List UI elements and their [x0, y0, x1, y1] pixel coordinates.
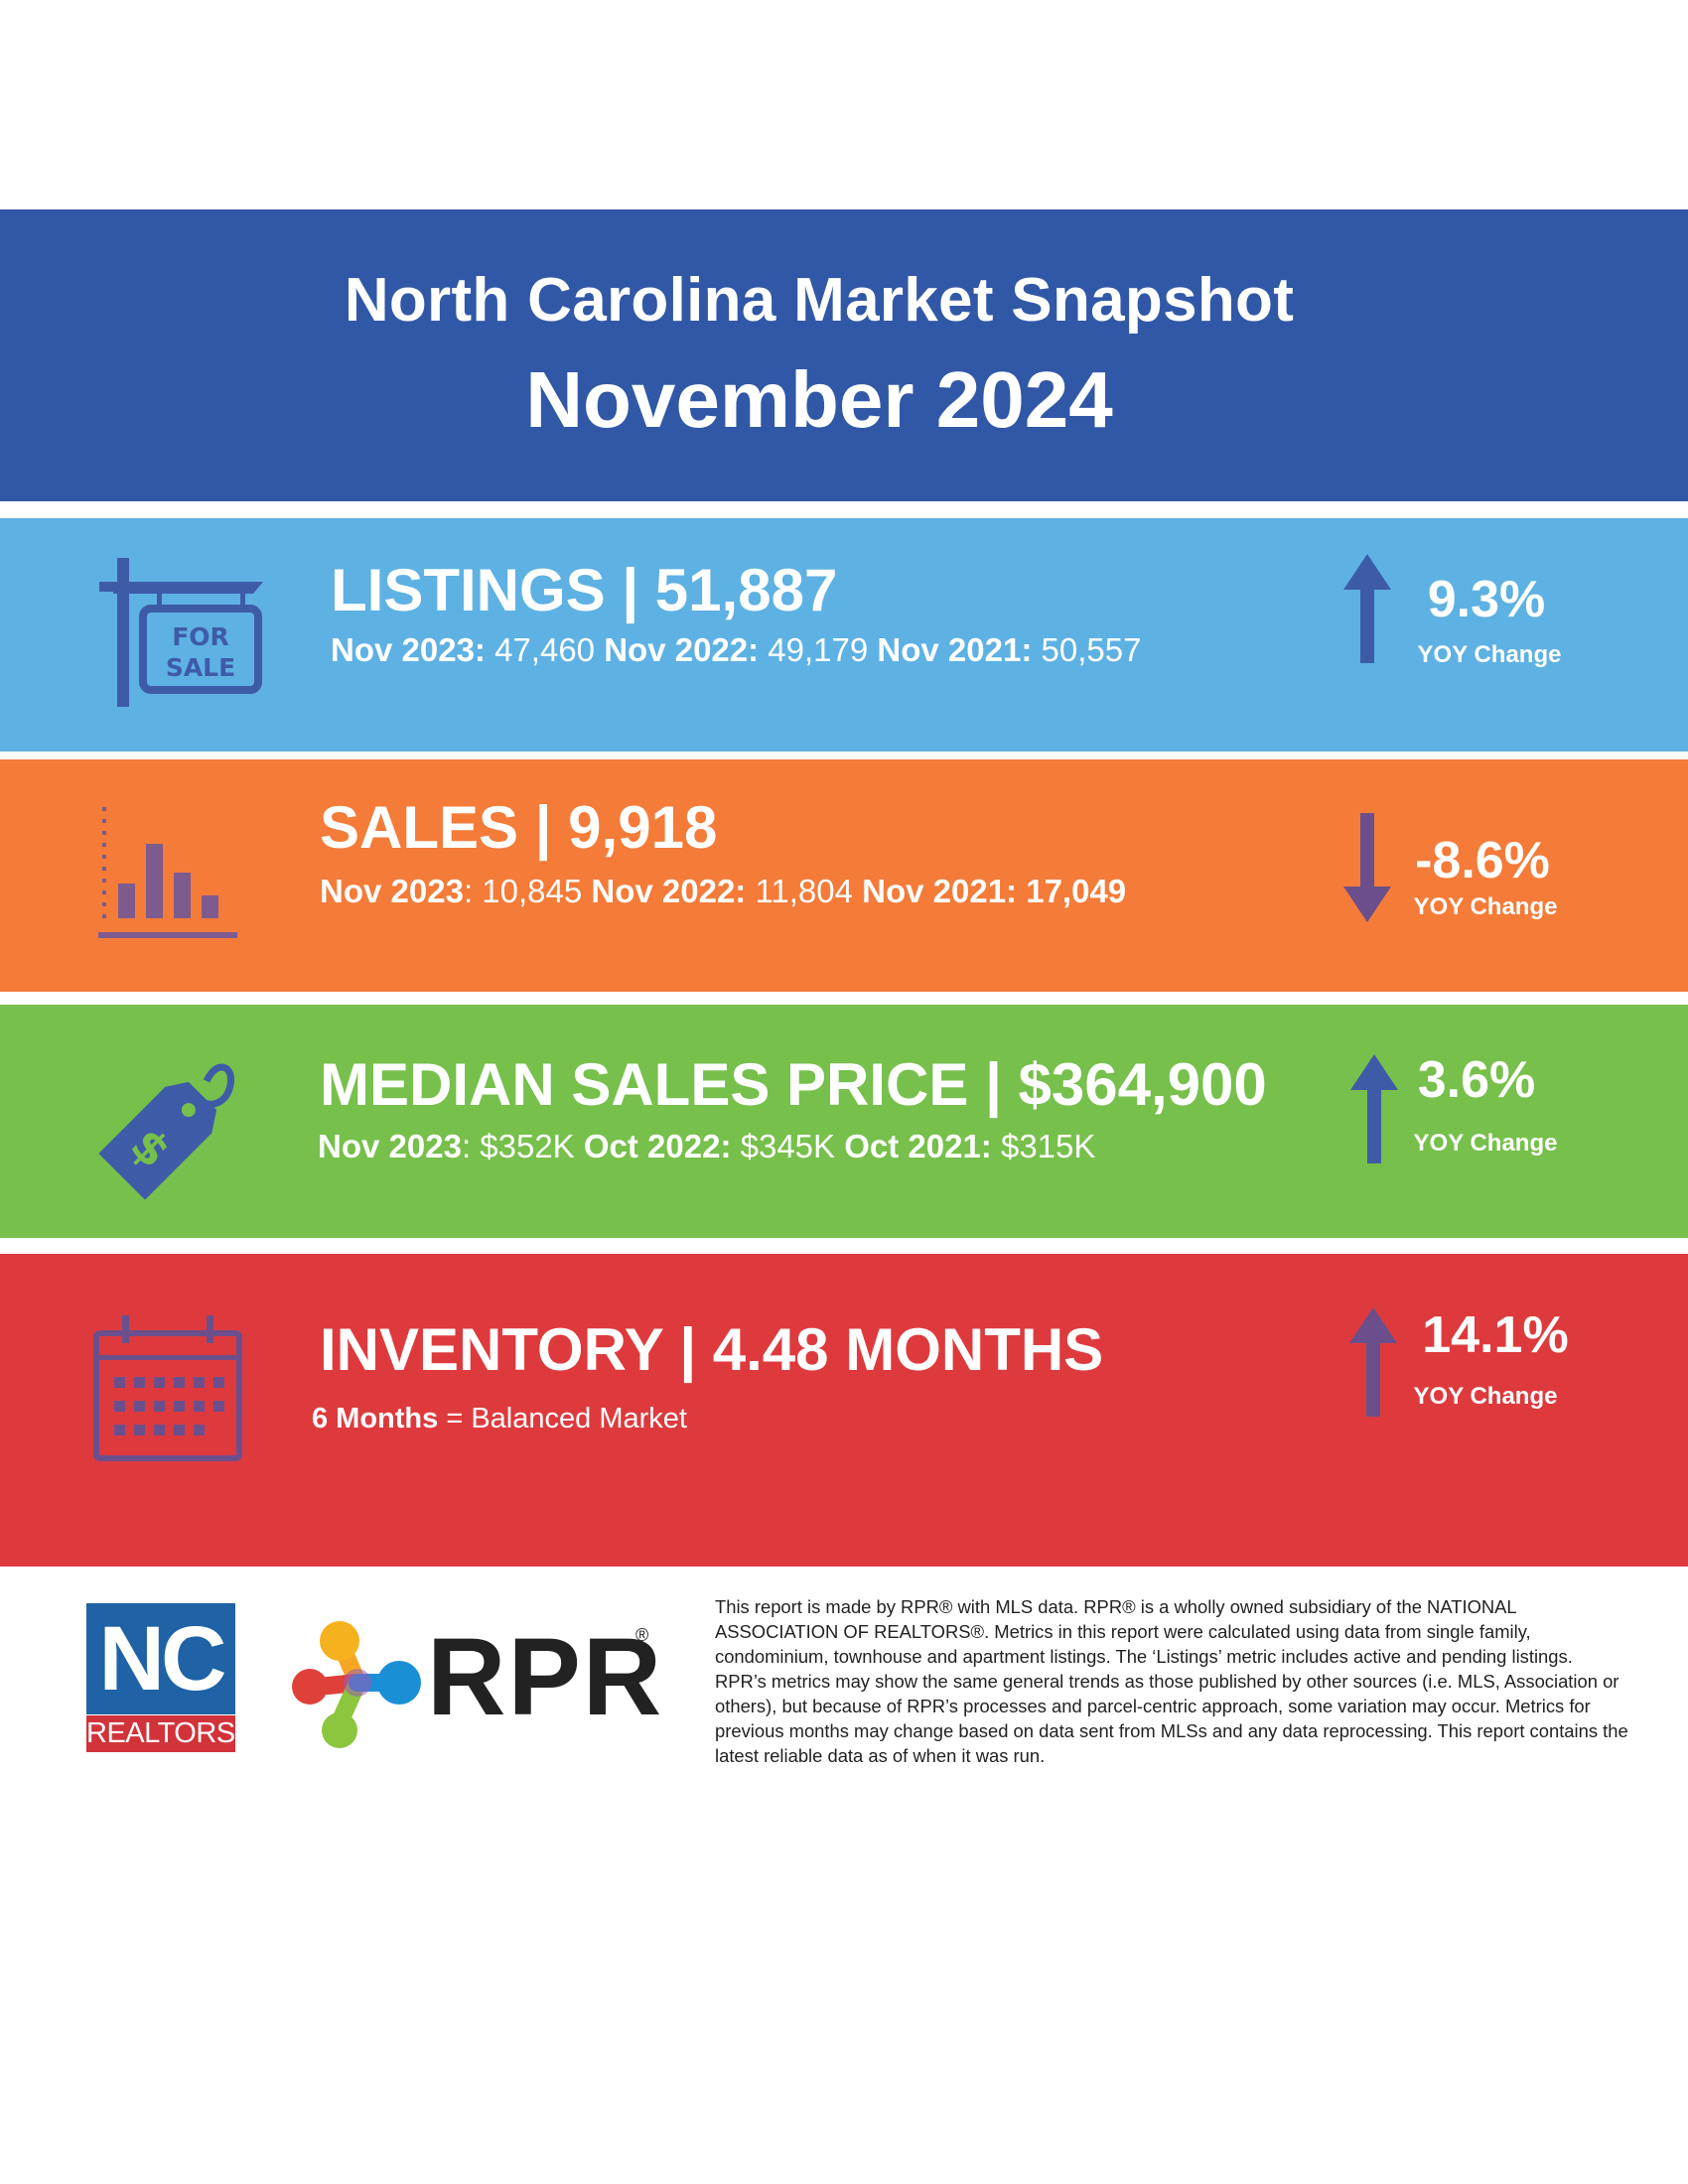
bar-chart-icon — [98, 807, 237, 938]
median-price-headline: MEDIAN SALES PRICE | $364,900 — [320, 1051, 1267, 1118]
inventory-yoy-percent: 14.1% — [1422, 1306, 1569, 1364]
history-value: $315K — [991, 1128, 1096, 1164]
inventory-band: INVENTORY | 4.48 MONTHS 6 Months = Balan… — [0, 1254, 1688, 1567]
inventory-note-rest: = Balanced Market — [438, 1403, 687, 1434]
listings-yoy-label: YOY Change — [1417, 641, 1562, 668]
inventory-note-bold: 6 Months — [312, 1403, 439, 1434]
history-value: 11,804 — [746, 873, 853, 909]
history-label: Oct 2021: — [844, 1128, 992, 1164]
price-tag-icon: $ — [98, 1063, 235, 1200]
history-value: : $352K — [461, 1128, 575, 1164]
rpr-registered-mark: ® — [635, 1625, 649, 1645]
history-value: 50,557 — [1032, 631, 1142, 668]
listings-headline: LISTINGS | 51,887 — [331, 557, 838, 623]
sales-band: SALES | 9,918 Nov 2023: 10,845 Nov 2022:… — [0, 759, 1688, 992]
arrow-up-icon — [1343, 554, 1391, 663]
history-label: Nov 2021: 17,049 — [852, 873, 1127, 909]
listings-yoy-percent: 9.3% — [1427, 571, 1546, 628]
for-sale-sign-icon: FOR SALE — [99, 558, 263, 707]
report-title: North Carolina Market Snapshot — [344, 266, 1295, 335]
inventory-note: 6 Months = Balanced Market — [312, 1403, 687, 1435]
median-price-yoy-label: YOY Change — [1413, 1130, 1558, 1157]
sales-history: Nov 2023: 10,845 Nov 2022: 11,804 Nov 20… — [320, 873, 1126, 910]
nc-logo-text: NC — [86, 1603, 235, 1714]
realtors-logo-text: REALTORS® — [86, 1715, 244, 1752]
arrow-up-icon — [1349, 1307, 1397, 1417]
rpr-logo: RPR ® — [288, 1603, 661, 1752]
listings-history: Nov 2023: 47,460 Nov 2022: 49,179 Nov 20… — [331, 631, 1141, 669]
history-label: Nov 2022: — [582, 873, 747, 909]
sales-yoy-percent: -8.6% — [1415, 832, 1550, 889]
listings-band: FOR SALE LISTINGS | 51,887 Nov 2023: 47,… — [0, 518, 1688, 751]
history-label: Nov 2021: — [868, 631, 1033, 668]
history-value: $345K — [731, 1128, 845, 1164]
history-label: Nov 2023: — [331, 631, 486, 668]
history-value: : 10,845 — [463, 873, 583, 909]
history-label: Oct 2022: — [574, 1128, 732, 1164]
report-date: November 2024 — [525, 355, 1113, 444]
history-label: Nov 2023 — [318, 1128, 462, 1164]
sales-headline: SALES | 9,918 — [320, 794, 718, 861]
calendar-icon — [93, 1315, 242, 1461]
disclaimer-text: This report is made by RPR® with MLS dat… — [715, 1596, 1628, 1766]
inventory-headline: INVENTORY | 4.48 MONTHS — [320, 1316, 1104, 1383]
median-price-band: $ MEDIAN SALES PRICE | $364,900 Nov 2023… — [0, 1005, 1688, 1238]
inventory-yoy-label: YOY Change — [1413, 1383, 1558, 1410]
nc-realtors-logo: NC REALTORS® — [86, 1603, 244, 1752]
rpr-logo-text: RPR — [427, 1616, 664, 1738]
sales-yoy-label: YOY Change — [1413, 893, 1558, 920]
history-label: Nov 2023 — [320, 873, 464, 909]
rpr-dots-icon — [292, 1621, 421, 1748]
arrow-up-icon — [1350, 1054, 1398, 1163]
arrow-down-icon — [1343, 813, 1391, 922]
sign-text-sale: SALE — [166, 653, 235, 682]
history-label: Nov 2022: — [595, 631, 760, 668]
median-price-yoy-percent: 3.6% — [1417, 1051, 1536, 1109]
history-value: 47,460 — [485, 631, 596, 668]
sign-text-for: FOR — [172, 622, 229, 651]
median-price-history: Nov 2023: $352K Oct 2022: $345K Oct 2021… — [318, 1128, 1095, 1165]
history-value: 49,179 — [759, 631, 869, 668]
header-banner: North Carolina Market Snapshot November … — [0, 209, 1688, 501]
